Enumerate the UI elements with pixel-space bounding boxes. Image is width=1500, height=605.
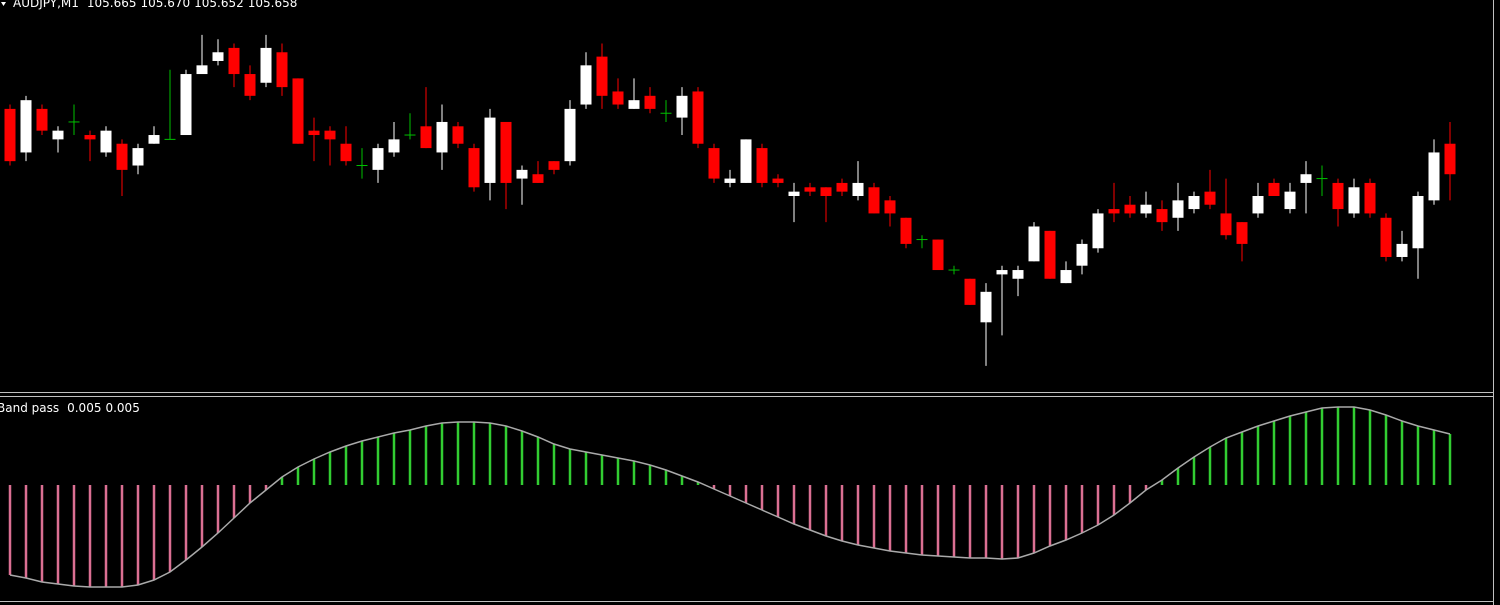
candle-body	[740, 139, 752, 183]
candle-body	[1252, 196, 1264, 214]
candle-body	[1412, 196, 1424, 249]
candle-body	[980, 291, 992, 323]
candle-body	[964, 278, 976, 305]
indicator-param: 0.005	[67, 401, 101, 415]
candle-body	[1028, 226, 1040, 262]
candle-body	[596, 56, 608, 96]
candle-body	[852, 182, 864, 196]
candle-body	[4, 108, 16, 162]
candle-body	[244, 74, 256, 96]
candle-body	[52, 130, 64, 140]
candle-body	[36, 108, 48, 131]
candle-body	[132, 148, 144, 166]
indicator-name: Band pass	[0, 401, 59, 415]
candle-body	[1444, 143, 1456, 175]
candle-body	[564, 108, 576, 162]
candle-body	[1044, 230, 1056, 279]
candle-body	[436, 121, 448, 153]
candle-body	[516, 169, 528, 179]
candle-body	[116, 143, 128, 170]
indicator-header: Band pass 0.005 0.005	[0, 401, 140, 415]
candle-body	[1188, 196, 1200, 210]
candle-body	[900, 217, 912, 244]
candle-body	[884, 200, 896, 214]
header-high: 105.670	[141, 0, 191, 10]
candle-body	[1284, 191, 1296, 210]
candle-body	[324, 130, 336, 140]
header-close: 105.658	[248, 0, 298, 10]
candle-body	[708, 148, 720, 179]
candle-body	[372, 148, 384, 170]
candle-body	[292, 78, 304, 144]
candle-body	[692, 91, 704, 144]
candle-body	[612, 91, 624, 105]
candle-body	[484, 117, 496, 183]
candle-body	[772, 178, 784, 183]
candle-body	[260, 47, 272, 83]
candle-body	[868, 187, 880, 214]
candle-body	[276, 52, 288, 88]
candle-body	[628, 100, 640, 109]
symbol: AUDJPY,M1	[13, 0, 79, 10]
candle-body	[1268, 182, 1280, 196]
candle-body	[1300, 174, 1312, 183]
candle-body	[1236, 222, 1248, 244]
candle-body	[1348, 187, 1360, 214]
candle-body	[1364, 182, 1376, 214]
chart-header: AUDJPY,M1 105.665 105.670 105.652 105.658	[13, 0, 297, 10]
symbol-icon	[1, 2, 6, 6]
indicator-param: 0.005	[105, 401, 139, 415]
candle-body	[84, 135, 96, 140]
candle-body	[580, 65, 592, 105]
candle-body	[1108, 209, 1120, 214]
candle-body	[212, 52, 224, 61]
candle-body	[1380, 217, 1392, 257]
candle-body	[1396, 243, 1408, 257]
candle-body	[388, 139, 400, 153]
candle-body	[228, 47, 240, 75]
candle-body	[468, 148, 480, 188]
candle-body	[932, 239, 944, 271]
candle-body	[724, 178, 736, 183]
candle-body	[1332, 182, 1344, 210]
candle-body	[452, 126, 464, 144]
candle-body	[836, 182, 848, 192]
candle-body	[196, 65, 208, 75]
candle-body	[804, 187, 816, 192]
candle-body	[148, 135, 160, 144]
candle-body	[420, 126, 432, 149]
candle-body	[548, 161, 560, 170]
header-low: 105.652	[194, 0, 244, 10]
candle-body	[756, 148, 768, 183]
candle-body	[100, 130, 112, 153]
candle-body	[180, 74, 192, 136]
candle-body	[676, 95, 688, 118]
candle-body	[1092, 213, 1104, 249]
candle-body	[1124, 204, 1136, 214]
candle-body	[1060, 270, 1072, 284]
candle-body	[308, 130, 320, 136]
candle-body	[532, 174, 544, 183]
candle-body	[996, 270, 1008, 275]
indicator-line	[9, 406, 1451, 588]
candle-body	[1012, 270, 1024, 279]
candle-body	[1204, 191, 1216, 205]
candle-body	[1220, 213, 1232, 236]
candle-body	[788, 191, 800, 196]
candle-body	[1156, 209, 1168, 223]
header-open: 105.665	[87, 0, 137, 10]
candle-body	[500, 121, 512, 183]
candle-body	[820, 187, 832, 196]
candle-body	[1172, 200, 1184, 218]
candle-body	[20, 100, 32, 153]
candle-body	[1140, 204, 1152, 214]
candle-body	[340, 143, 352, 162]
candle-body	[1076, 243, 1088, 266]
candle-body	[1428, 152, 1440, 201]
candle-body	[644, 95, 656, 109]
